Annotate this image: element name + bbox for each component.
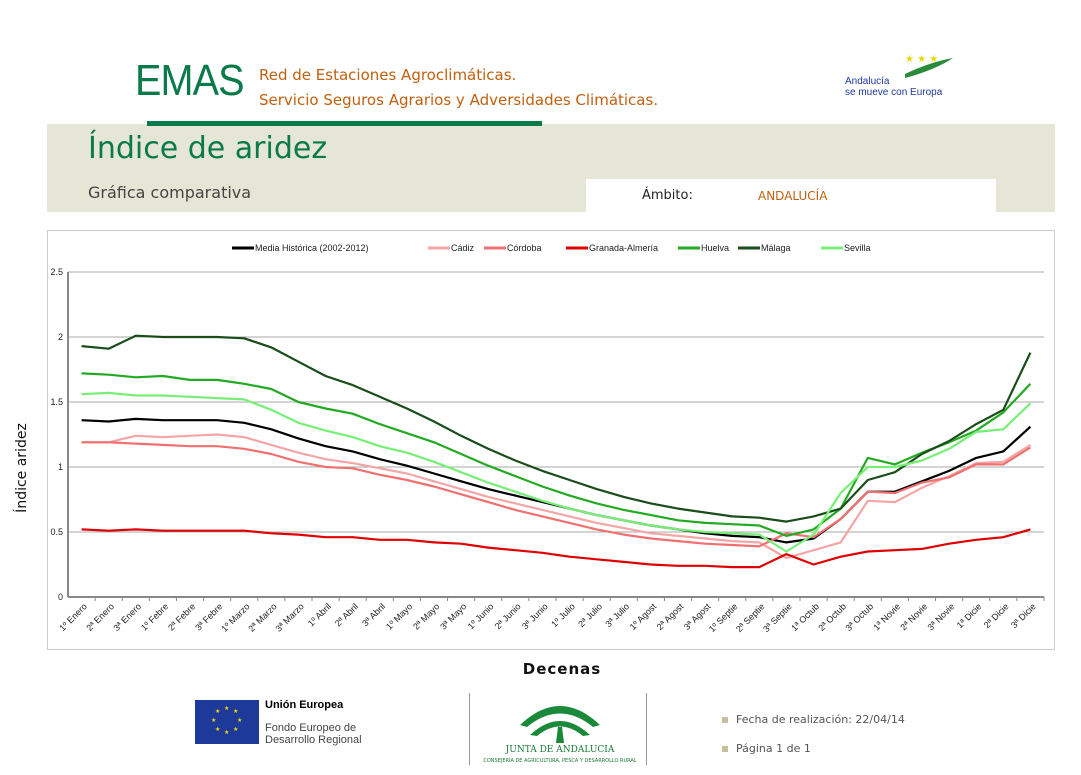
chart-container: 0 0.5 1 1.5 2 2.5 1º Enero 2ª Enero 3ª Enero 1º F… <box>47 230 1055 650</box>
svg-text:★: ★ <box>215 726 220 733</box>
ambito-label: Ámbito: <box>642 188 693 203</box>
x-tick-label: 1º Enero <box>57 601 89 633</box>
legend-label: Cádiz <box>451 243 475 253</box>
x-tick-label: 3ª Septie <box>761 601 794 634</box>
x-tick-label: 1º Febre <box>139 601 170 632</box>
x-tick-label: 3ª Enero <box>111 601 143 633</box>
accent-bar <box>147 121 542 126</box>
divider <box>469 693 470 765</box>
y-axis-label: Índice aridez <box>14 423 30 513</box>
x-axis-label: Decenas <box>522 660 602 678</box>
x-tick-label: 2ª Octub <box>816 601 848 633</box>
eu-flag-icon: ★ ★ ★ ★ ★ ★ ★ ★ <box>195 700 259 744</box>
header-line-2: Servicio Seguros Agrarios y Adversidades… <box>259 91 659 109</box>
x-tick-label: 1º Marzo <box>219 601 251 633</box>
x-tick-label: 2ª Dicie <box>982 601 1011 630</box>
y-tick-label: 2.5 <box>50 267 63 277</box>
series-line-granada-almer-a <box>81 528 1031 569</box>
svg-text:★: ★ <box>237 717 242 724</box>
logo-text-2: se mueve con Europa <box>845 87 943 98</box>
y-tick-label: 0 <box>58 592 63 602</box>
x-tick-label: 2ª Abril <box>333 601 360 628</box>
ambito-value: ANDALUCÍA <box>758 189 828 203</box>
x-tick-label: 3ª Dicie <box>1009 601 1038 630</box>
legend-label: Huelva <box>701 243 729 253</box>
series-line-c-rdoba <box>81 441 1031 548</box>
page-subtitle: Gráfica comparativa <box>88 183 252 202</box>
svg-text:★ ★ ★: ★ ★ ★ <box>905 54 938 65</box>
series-line-c-diz <box>81 433 1031 560</box>
svg-text:★: ★ <box>215 708 220 715</box>
eu-fund: Fondo Europeo de Desarrollo Regional <box>265 722 362 746</box>
ambito-box <box>586 179 996 212</box>
x-tick-label: 3ª Junio <box>520 601 550 631</box>
x-tick-label: 1º Junio <box>466 601 496 631</box>
x-tick-label: 1º Abril <box>306 601 333 628</box>
x-tick-label: 1ª Octub <box>789 601 821 633</box>
x-tick-label: 2ª Marzo <box>246 601 278 633</box>
junta-logo-icon <box>515 695 605 747</box>
svg-text:★: ★ <box>233 708 238 715</box>
x-tick-label: 1ª Dicie <box>955 601 984 630</box>
x-tick-label: 2ª Agost <box>655 601 686 632</box>
x-tick-label: 1º Julio <box>549 601 577 629</box>
y-tick-label: 1.5 <box>50 397 63 407</box>
x-tick-label: 3ª Marzo <box>273 601 305 633</box>
svg-text:★: ★ <box>224 729 229 736</box>
x-tick-label: 3ª Octub <box>843 601 875 633</box>
x-tick-label: 3ª Novie <box>926 601 957 632</box>
x-tick-label: 2ª Septie <box>734 601 767 634</box>
x-tick-label: 2ª Novie <box>898 601 929 632</box>
svg-text:★: ★ <box>211 717 216 724</box>
fecha-text: Fecha de realización: 22/04/14 <box>736 713 905 726</box>
y-tick-label: 1 <box>58 462 63 472</box>
x-tick-label: 1ª Novie <box>871 601 902 632</box>
page-title: Índice de aridez <box>88 131 328 166</box>
x-tick-label: 2ª Mayo <box>411 601 441 631</box>
junta-consejeria: CONSEJERÍA DE AGRICULTURA, PESCA Y DESAR… <box>483 758 637 764</box>
series-line-media-hist-rica- <box>81 417 1032 544</box>
pagina-text: Página 1 de 1 <box>736 742 811 755</box>
y-tick-label: 0.5 <box>50 527 63 537</box>
svg-text:★: ★ <box>224 705 229 712</box>
emas-logo: EMAS <box>135 56 245 105</box>
series-line-sevilla <box>81 391 1032 553</box>
legend-label: Málaga <box>761 243 791 253</box>
legend-label: Granada-Almería <box>589 243 658 253</box>
legend-label: Córdoba <box>507 243 542 253</box>
eu-title: Unión Europea <box>265 699 344 711</box>
legend-label: Media Histórica (2002-2012) <box>255 243 369 253</box>
svg-text:★: ★ <box>233 726 238 733</box>
junta-name: JUNTA DE ANDALUCIA <box>505 745 615 755</box>
y-tick-label: 2 <box>58 332 63 342</box>
x-tick-label: 2ª Enero <box>84 601 116 633</box>
x-tick-label: 1º Agost <box>628 601 659 632</box>
divider <box>646 693 647 765</box>
x-tick-label: 2ª Febre <box>166 601 197 632</box>
header <box>47 24 1055 124</box>
logo-text-1: Andalucía <box>845 76 890 87</box>
fecha-realizacion: Fecha de realización: 22/04/14 <box>722 713 905 726</box>
pagina: Página 1 de 1 <box>722 742 811 755</box>
x-tick-label: 3ª Mayo <box>438 601 468 631</box>
x-tick-label: 2ª Julio <box>576 601 604 629</box>
legend-label: Sevilla <box>844 243 871 253</box>
series-line-huelva <box>81 372 1032 537</box>
x-tick-label: 2ª Junio <box>493 601 523 631</box>
header-line-1: Red de Estaciones Agroclimáticas. <box>259 66 517 84</box>
x-tick-label: 1º Mayo <box>384 601 414 631</box>
series-line-m-laga <box>81 334 1032 523</box>
